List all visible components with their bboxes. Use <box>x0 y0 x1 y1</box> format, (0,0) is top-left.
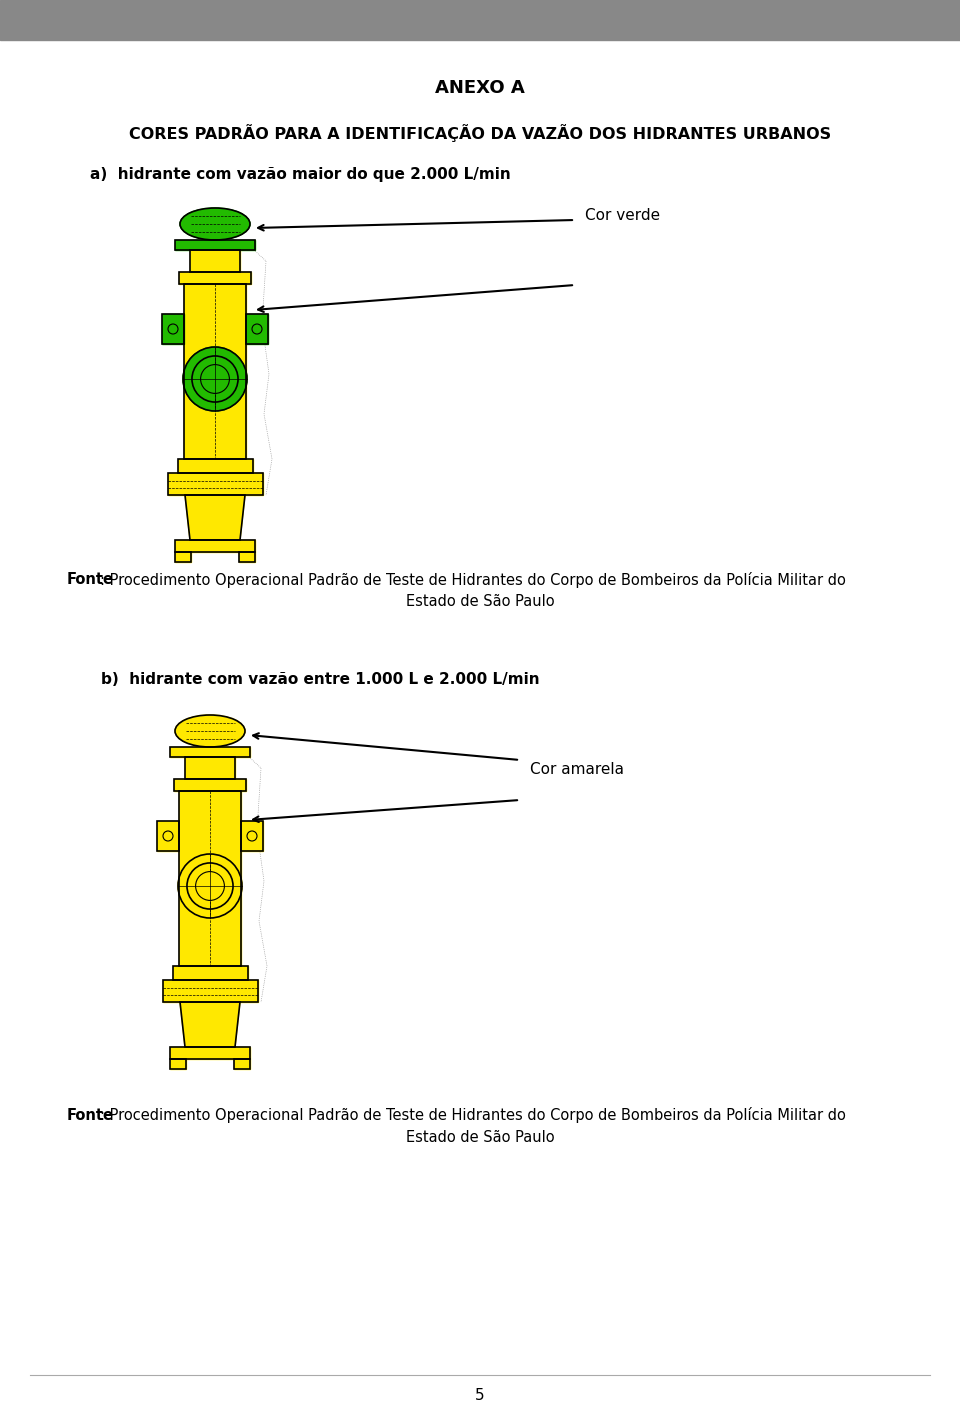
Text: Estado de São Paulo: Estado de São Paulo <box>406 594 554 610</box>
Bar <box>174 779 246 791</box>
Bar <box>175 539 255 552</box>
Bar <box>170 747 250 757</box>
Circle shape <box>247 832 257 842</box>
Text: : Procedimento Operacional Padrão de Teste de Hidrantes do Corpo de Bombeiros da: : Procedimento Operacional Padrão de Tes… <box>100 1107 846 1123</box>
Bar <box>241 820 263 851</box>
Text: b)  hidrante com vazão entre 1.000 L e 2.000 L/min: b) hidrante com vazão entre 1.000 L e 2.… <box>101 672 540 688</box>
Text: Cor amarela: Cor amarela <box>530 762 624 778</box>
Bar <box>241 820 263 851</box>
Bar <box>234 1059 250 1069</box>
Ellipse shape <box>180 208 250 240</box>
Bar <box>184 284 246 459</box>
Bar <box>0 0 960 40</box>
Bar <box>179 273 251 284</box>
Bar <box>174 779 246 791</box>
Bar <box>246 313 268 345</box>
Bar <box>185 757 235 779</box>
Bar <box>170 747 250 757</box>
Bar <box>246 313 268 345</box>
Bar <box>175 539 255 552</box>
Bar <box>167 473 262 496</box>
Bar <box>175 552 191 562</box>
Circle shape <box>196 871 225 901</box>
Text: Fonte: Fonte <box>67 572 114 587</box>
Bar <box>179 791 241 966</box>
Bar <box>170 1059 186 1069</box>
Bar <box>190 250 240 273</box>
Bar <box>173 966 248 980</box>
Bar <box>162 980 257 1003</box>
Bar <box>170 1048 250 1059</box>
Circle shape <box>183 347 247 411</box>
Bar <box>185 757 235 779</box>
Polygon shape <box>180 1003 240 1048</box>
Bar <box>175 552 191 562</box>
Bar <box>190 250 240 273</box>
Text: a)  hidrante com vazão maior do que 2.000 L/min: a) hidrante com vazão maior do que 2.000… <box>89 168 511 182</box>
Bar <box>239 552 255 562</box>
Bar <box>173 966 248 980</box>
Bar <box>157 820 179 851</box>
Text: Fonte: Fonte <box>67 1107 114 1123</box>
Bar <box>175 240 255 250</box>
Bar <box>178 459 252 473</box>
Bar <box>179 791 241 966</box>
Circle shape <box>163 832 173 842</box>
Bar <box>162 313 184 345</box>
Text: NPT 034 – HIDRANTE URBANO: NPT 034 – HIDRANTE URBANO <box>329 11 631 30</box>
Text: 5: 5 <box>475 1388 485 1402</box>
Bar <box>239 552 255 562</box>
Text: Cor verde: Cor verde <box>585 208 660 223</box>
Text: ANEXO A: ANEXO A <box>435 79 525 97</box>
Circle shape <box>252 323 262 335</box>
Bar <box>175 240 255 250</box>
Text: Estado de São Paulo: Estado de São Paulo <box>406 1130 554 1145</box>
Bar <box>184 284 246 459</box>
Polygon shape <box>185 496 245 539</box>
Bar <box>234 1059 250 1069</box>
Ellipse shape <box>175 714 245 747</box>
Bar <box>167 473 262 496</box>
Text: CORES PADRÃO PARA A IDENTIFICAÇÃO DA VAZÃO DOS HIDRANTES URBANOS: CORES PADRÃO PARA A IDENTIFICAÇÃO DA VAZ… <box>129 124 831 143</box>
Bar <box>162 313 184 345</box>
Bar <box>170 1048 250 1059</box>
Bar <box>178 459 252 473</box>
Bar <box>157 820 179 851</box>
Circle shape <box>201 364 229 394</box>
Text: : Procedimento Operacional Padrão de Teste de Hidrantes do Corpo de Bombeiros da: : Procedimento Operacional Padrão de Tes… <box>100 572 846 587</box>
Bar <box>162 980 257 1003</box>
Circle shape <box>178 854 242 918</box>
Circle shape <box>168 323 178 335</box>
Bar <box>179 273 251 284</box>
Bar <box>170 1059 186 1069</box>
